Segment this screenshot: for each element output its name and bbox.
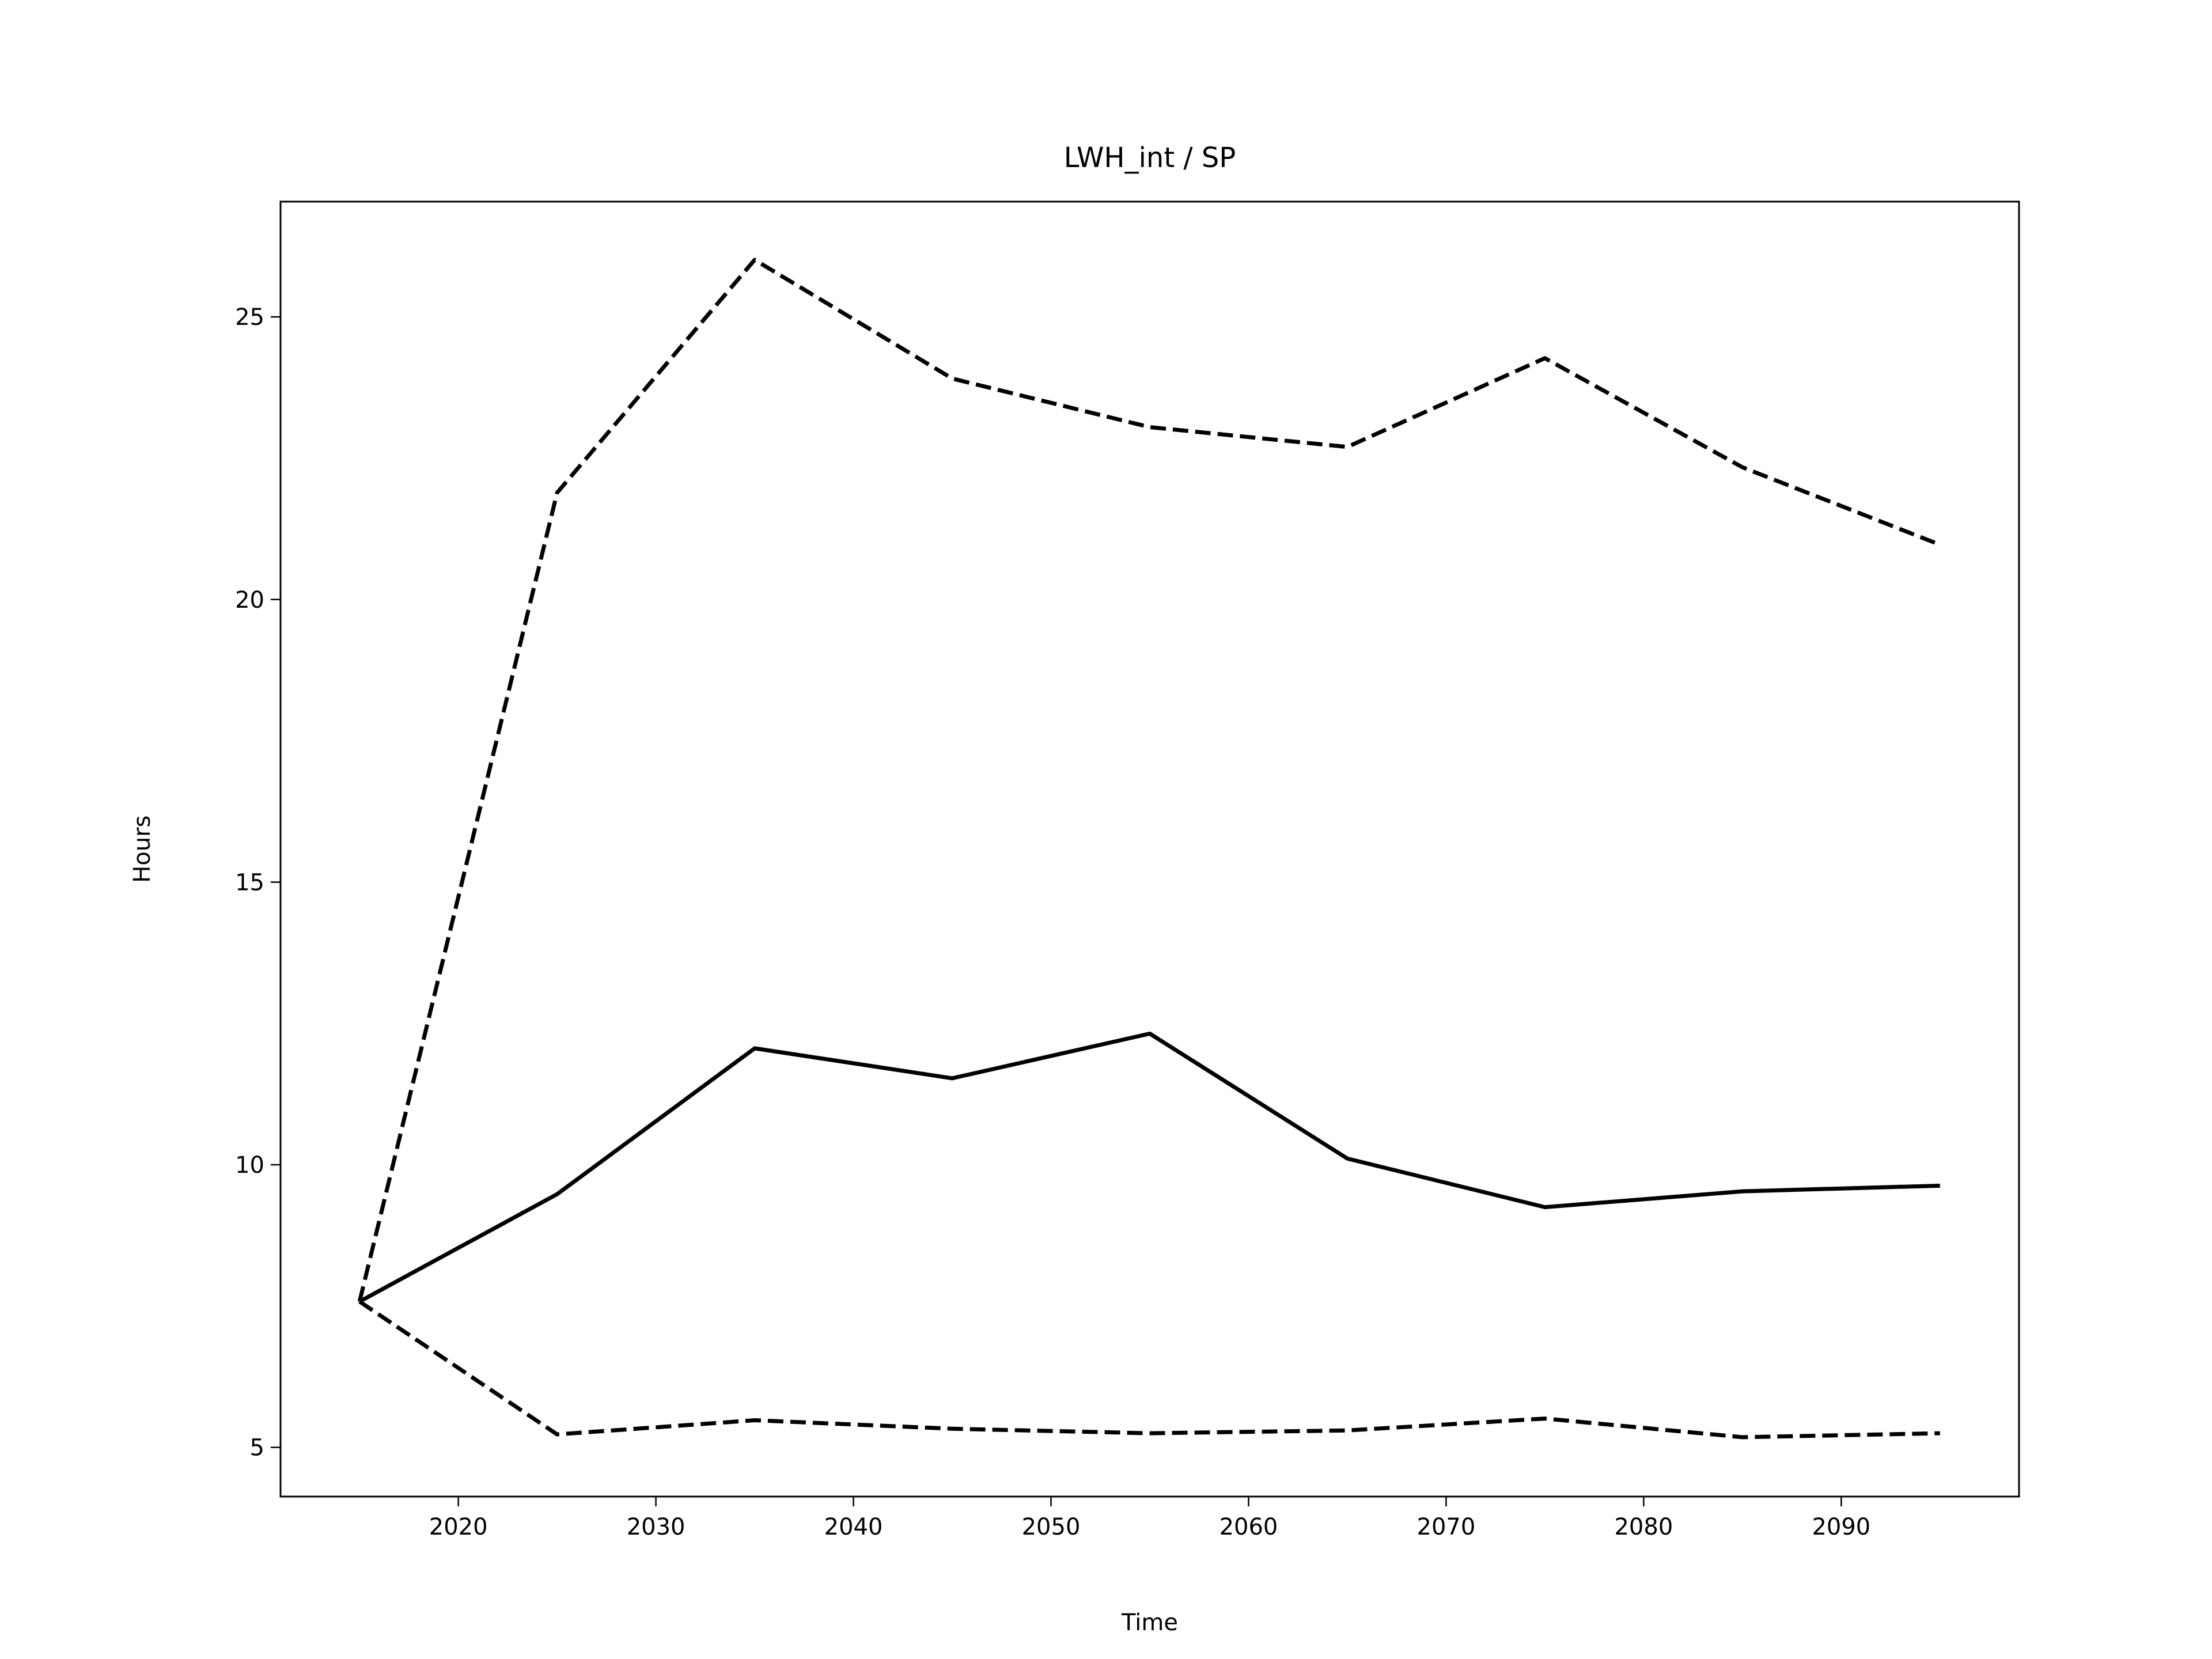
y-tick-label: 15 — [235, 869, 264, 896]
line-series — [357, 257, 1941, 1302]
x-axis-label: Time — [1121, 1609, 1178, 1636]
y-axis-label: Hours — [129, 815, 156, 882]
plot-frame — [279, 200, 2020, 1498]
line-series — [358, 1031, 1940, 1304]
line-series — [358, 1300, 1940, 1440]
x-tick-label: 2090 — [1812, 1514, 1870, 1540]
x-tick-label: 2020 — [429, 1514, 488, 1540]
x-tick-label: 2030 — [627, 1514, 685, 1540]
y-tick-label: 10 — [235, 1152, 264, 1179]
x-tick-label: 2040 — [824, 1514, 883, 1540]
x-tick-label: 2050 — [1022, 1514, 1081, 1540]
y-tick-label: 25 — [235, 304, 264, 331]
x-tick-label: 2080 — [1614, 1514, 1673, 1540]
y-tick-label: 5 — [250, 1435, 264, 1461]
chart-title: LWH_int / SP — [1064, 142, 1236, 174]
x-tick-label: 2060 — [1219, 1514, 1278, 1540]
x-tick-label: 2070 — [1417, 1514, 1476, 1540]
y-tick-label: 20 — [235, 587, 264, 613]
